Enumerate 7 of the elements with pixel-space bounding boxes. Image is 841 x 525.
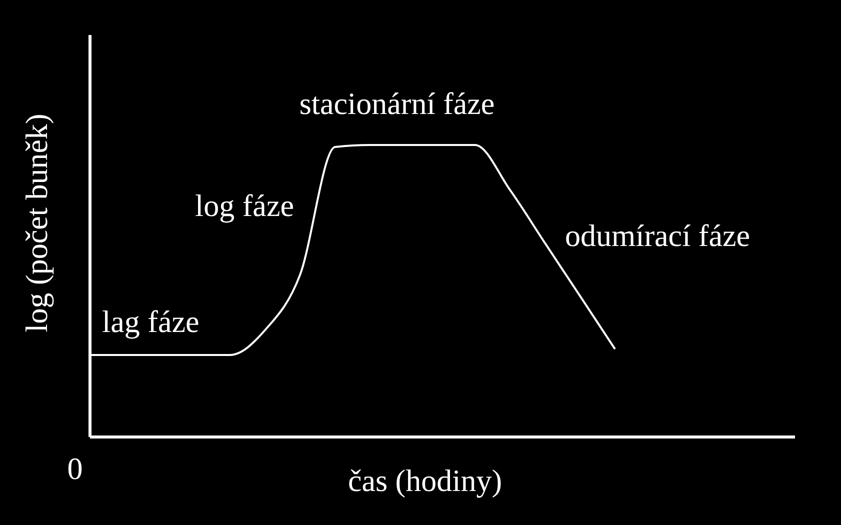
y-axis-title: log (počet buněk) xyxy=(19,114,54,332)
text: stacionární fáze xyxy=(299,86,495,121)
annotation: lag fáze xyxy=(102,304,200,339)
x-axis-title: čas (hodiny) xyxy=(348,463,502,498)
annotation: odumírací fáze xyxy=(565,218,750,253)
text: 0 xyxy=(67,451,83,486)
annotation: log fáze xyxy=(195,188,294,223)
